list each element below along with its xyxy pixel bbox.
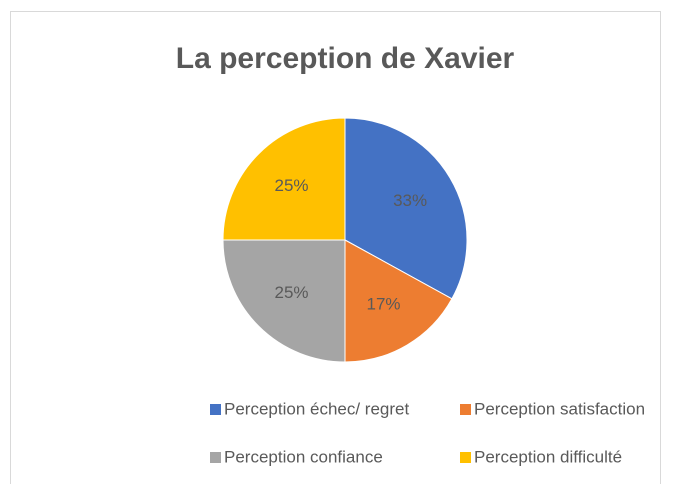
legend-label: Perception satisfaction: [474, 399, 645, 418]
data-label: 25%: [274, 176, 308, 195]
data-label: 17%: [366, 295, 400, 314]
pie-slice: [222, 117, 346, 241]
legend-swatch: [210, 452, 221, 463]
legend-label: Perception échec/ regret: [224, 399, 409, 418]
data-label: 33%: [393, 191, 427, 210]
pie-slice: [222, 239, 346, 363]
chart-title: La perception de Xavier: [176, 42, 515, 75]
legend-label: Perception difficulté: [474, 447, 622, 466]
data-label: 25%: [274, 283, 308, 302]
legend-label: Perception confiance: [224, 447, 383, 466]
legend-swatch: [460, 452, 471, 463]
pie-slice: [344, 239, 453, 363]
pie-slice: [344, 117, 468, 300]
legend-swatch: [210, 404, 221, 415]
legend-swatch: [460, 404, 471, 415]
